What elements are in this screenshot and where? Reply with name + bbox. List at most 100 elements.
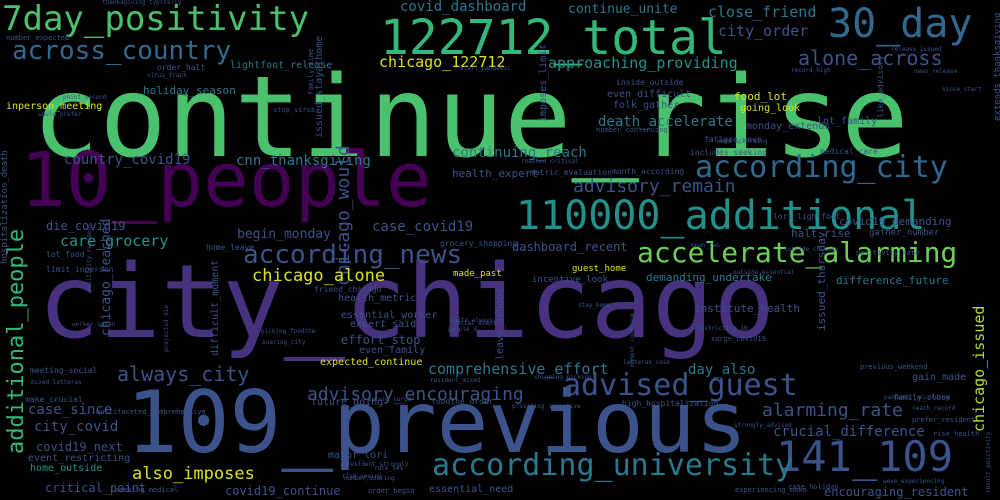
word-prefer-resident: prefer_resident [912, 416, 976, 424]
word-mixed-latteras: mixed_latteras [31, 379, 82, 386]
word-lot-food: lot_food [46, 250, 85, 259]
word-chicago-issued: chicago_issued [970, 305, 988, 432]
word-covid19-continue: covid19_continue [225, 484, 341, 498]
word-need-according: need_according [717, 138, 768, 145]
word-weve-experiencing: weve_experiencing [883, 478, 945, 485]
word-incentive-look: incentive_look [532, 275, 608, 285]
word-approaching-providing: approaching_providing [548, 54, 738, 72]
word-case-covid19: case_covid19 [372, 219, 474, 235]
word-reach-record: reach_record [912, 405, 956, 412]
word-across-country: across_country [12, 36, 232, 66]
word-essential-need: essential_need [429, 484, 514, 495]
word-difficult-moment: difficult_moment [210, 259, 221, 356]
word-chicago-reached: chicago_reached [99, 218, 114, 336]
word-month-according: month_according [612, 167, 685, 176]
word-imposes-limit: imposes_limit [538, 43, 549, 122]
word-gain-made: gain_made [912, 372, 967, 383]
word-mean-two: mean_two [691, 242, 720, 249]
word-7day-positivity: 7day_positivity [2, 0, 310, 39]
word-essential-worker: essential_worker [341, 310, 438, 321]
word-lori-lightfoot: lori_lightfoot [773, 212, 841, 221]
word-advisory-remain: advisory_remain [573, 176, 736, 197]
word-future-going: future_going [311, 397, 384, 408]
word-outside-chicago: outside_chicago [784, 246, 839, 253]
word-restricting-10: restricting_10 [697, 325, 748, 332]
word-since-start: since_start [942, 86, 982, 93]
word-result-positivity: result_positivity [985, 431, 992, 493]
word-alarming-rate: alarming_rate [762, 400, 903, 421]
word-begin-monday: begin_monday [237, 227, 331, 242]
word-people-u: people_u [448, 326, 477, 333]
word-covid-dashboard: covid_dashboard [400, 0, 527, 15]
word-city-covid: city_covid [34, 419, 119, 435]
word-close-friend: close_friend [708, 3, 817, 21]
word-extends-thanksgiving: extends_thanksgiving [993, 12, 1000, 121]
word-gather-number: gather_number [869, 228, 940, 238]
word-made-past: made_past [453, 269, 502, 279]
word-hospitalization-death: hospitalization_death [0, 150, 10, 264]
word-unite-always: unite_always [450, 317, 494, 324]
word-institute-health: institute_health [694, 302, 800, 315]
word-news-release: news_release [914, 68, 958, 75]
word-issued-stayathome: issued_stayathome [314, 35, 325, 138]
word-start-pandemic: start_pandemic [460, 65, 511, 72]
word-monday-extends: monday_extends [746, 121, 831, 132]
word-shopping-picking: shopping_picking [534, 374, 592, 381]
word-strongly-advised: strongly_advised [734, 422, 792, 429]
word-death-accelerate: death_accelerate [598, 114, 733, 130]
word-halt-rise: halt_rise [791, 227, 851, 240]
word-accelerate-alarming: accelerate_alarming [637, 236, 958, 269]
word-day-also: day_also [688, 362, 756, 378]
word-foodthe-order: foodthe_order [431, 397, 494, 406]
word-friend-chicago: friend_chicago [314, 285, 382, 294]
word-case-since: case_since [28, 402, 113, 418]
word-holiday-season: holiday_season [143, 84, 236, 97]
word-home-outside: home_outside [30, 463, 103, 474]
word-critical-point: critical_point [45, 481, 147, 495]
word-crucial-difference: crucial_difference [773, 424, 925, 440]
word-surge-covid19: surge_covid19 [711, 335, 766, 343]
word-rate-141: rate_141 [374, 465, 403, 472]
word-lightfoot-release: lightfoot_release [230, 60, 333, 71]
word-resident-strongly: resident_strongly [347, 461, 409, 468]
word-chicago-122712: chicago_122712 [379, 53, 506, 71]
word-chicago-alone: chicago_alone [252, 266, 386, 286]
word-family-close: family_close [893, 393, 951, 402]
word-even-family: even_family [359, 345, 426, 356]
word-number-continuing: number_continuing [596, 126, 668, 134]
word-109-previous: 109_previous [126, 373, 748, 473]
word-order-halt: order_halt [157, 63, 206, 72]
word-event-restricting: event_restricting [28, 453, 131, 464]
word-picking-foodthe: picking_foodthe [261, 328, 316, 335]
word-positivity-resident: positivity_resident [86, 223, 93, 292]
word-would-prefer: would_prefer [38, 111, 82, 118]
word-limit-inperson: limit_inperson [46, 265, 114, 274]
word-moment-continue: moment_continue [629, 312, 636, 367]
word-die-covid19: die_covid19 [46, 219, 126, 233]
word-soaring-city: soaring_city [262, 339, 306, 346]
word-outside-essential: outside_essential [733, 269, 795, 276]
word-folk-gather: folk_gather [613, 100, 680, 111]
word-stop-virus: stop_virus [273, 106, 316, 114]
word-pandemic-according: pandemic_according [884, 394, 950, 401]
word-encouraging-resident: encouraging_resident [824, 485, 969, 499]
word-alone-across: alone_across [798, 46, 943, 70]
word-social-event: social_event [453, 320, 497, 327]
word-also-imposes: also_imposes [132, 464, 255, 484]
word-meeting-social: meeting_social [30, 366, 98, 375]
word-141-109: 141_109 [776, 432, 954, 481]
word-previous-weekend: previous_weekend [860, 363, 928, 371]
word-release-issued: release_issued [891, 46, 942, 53]
word-covid19-next: covid19_next [36, 440, 123, 454]
word-rise-health: rise_health [933, 430, 980, 438]
word-grocery-shopping: grocery_shopping [440, 239, 518, 248]
word-includes-seeking: includes_seeking [690, 148, 768, 157]
word-expected-continue: expected_continue [320, 357, 423, 368]
word-city-chicago: city_chicago [38, 243, 775, 362]
word-always-city: always_city [117, 362, 250, 386]
word-number-expected: number_expected [6, 34, 70, 42]
word-high-hospitalization: high_hospitalization [622, 399, 719, 408]
word-advised-guest: advised_guest [563, 368, 798, 403]
word-lot-family: lot_family [817, 116, 878, 127]
